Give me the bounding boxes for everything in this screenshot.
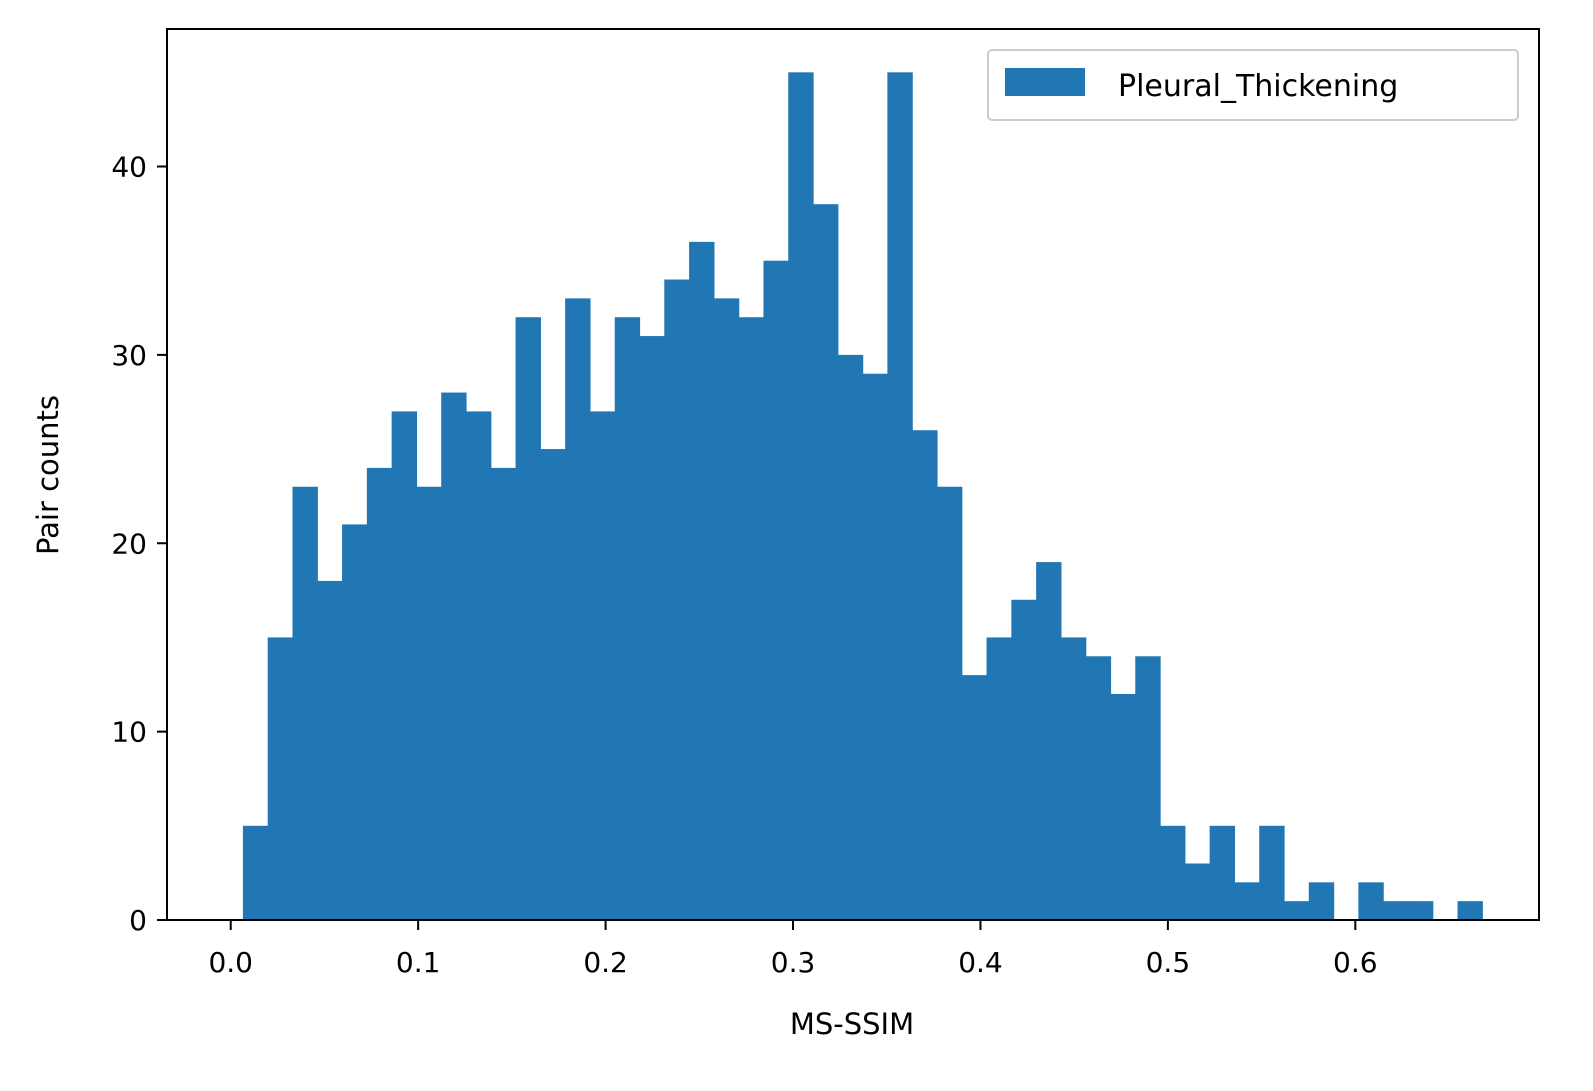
histogram-bar (441, 392, 467, 920)
histogram-bar (614, 317, 641, 921)
histogram-bar (1457, 901, 1483, 920)
histogram-bar (1184, 863, 1211, 920)
histogram-bar (986, 637, 1012, 920)
histogram-bar (515, 317, 541, 921)
y-tick-label: 0 (129, 904, 147, 937)
histogram-bar (763, 260, 789, 920)
histogram-bar (1160, 825, 1186, 920)
histogram-bar (366, 467, 393, 920)
histogram-bar (1135, 656, 1161, 920)
histogram-bar (788, 72, 814, 920)
histogram-bar (813, 204, 839, 920)
histogram-bar (292, 486, 318, 920)
histogram-bar (1383, 901, 1409, 920)
histogram-bar (267, 637, 294, 920)
histogram-bar (689, 241, 715, 921)
legend-box (987, 49, 1519, 121)
histogram-bar (912, 430, 938, 920)
histogram-bar (391, 411, 418, 920)
y-axis: 0 10 20 30 40 (111, 151, 167, 937)
y-tick-label: 20 (111, 527, 147, 560)
histogram-bar (1011, 599, 1037, 920)
legend-label: Pleural_Thickening (1118, 69, 1398, 104)
histogram-bar (1358, 882, 1384, 920)
histogram-bar (738, 317, 765, 921)
histogram-bar (1407, 901, 1434, 920)
histogram-bar (1284, 901, 1310, 920)
x-tick-label: 0.1 (396, 946, 441, 979)
x-tick-label: 0.0 (208, 946, 253, 979)
y-axis-label: Pair counts (31, 395, 65, 555)
histogram-bar (639, 336, 665, 920)
x-axis-label: MS-SSIM (790, 1007, 914, 1041)
histogram-bar (1259, 825, 1285, 920)
histogram-bar (961, 675, 988, 920)
histogram-bar (1060, 637, 1087, 920)
histogram-bar (1085, 656, 1112, 920)
y-tick-label: 40 (111, 151, 147, 184)
histogram-bar (565, 298, 591, 920)
legend: Pleural_Thickening (987, 49, 1519, 121)
histogram-bar (862, 373, 888, 921)
x-tick-label: 0.5 (1146, 946, 1191, 979)
histogram-bar (540, 449, 566, 920)
y-tick-label: 30 (111, 339, 147, 372)
x-tick-label: 0.4 (958, 946, 1003, 979)
histogram-bar (317, 580, 343, 920)
histogram-bar (713, 298, 740, 920)
x-tick-label: 0.2 (583, 946, 628, 979)
histogram-bar (837, 354, 864, 920)
histogram-bar (342, 524, 368, 920)
x-tick-label: 0.6 (1333, 946, 1378, 979)
histogram-bar (887, 72, 913, 920)
histogram-bar (416, 486, 442, 920)
histogram-bar (936, 486, 963, 920)
histogram-bar (490, 467, 517, 920)
x-axis: 0.0 0.1 0.2 0.3 0.4 0.5 0.6 (208, 920, 1378, 979)
histogram-bar (664, 279, 690, 920)
histogram-bar (242, 825, 269, 920)
histogram-bar (466, 411, 492, 920)
histogram-bar (1308, 882, 1335, 920)
histogram-bar (1110, 693, 1136, 920)
histogram-bar (1036, 562, 1062, 920)
bars-layer (242, 72, 1483, 921)
histogram-bar (1234, 882, 1260, 920)
legend-swatch (1005, 68, 1085, 96)
x-tick-label: 0.3 (771, 946, 816, 979)
histogram-bar (1209, 825, 1236, 920)
histogram-bar (589, 411, 616, 920)
plot-frame (166, 28, 1540, 921)
y-tick-label: 10 (111, 716, 147, 749)
